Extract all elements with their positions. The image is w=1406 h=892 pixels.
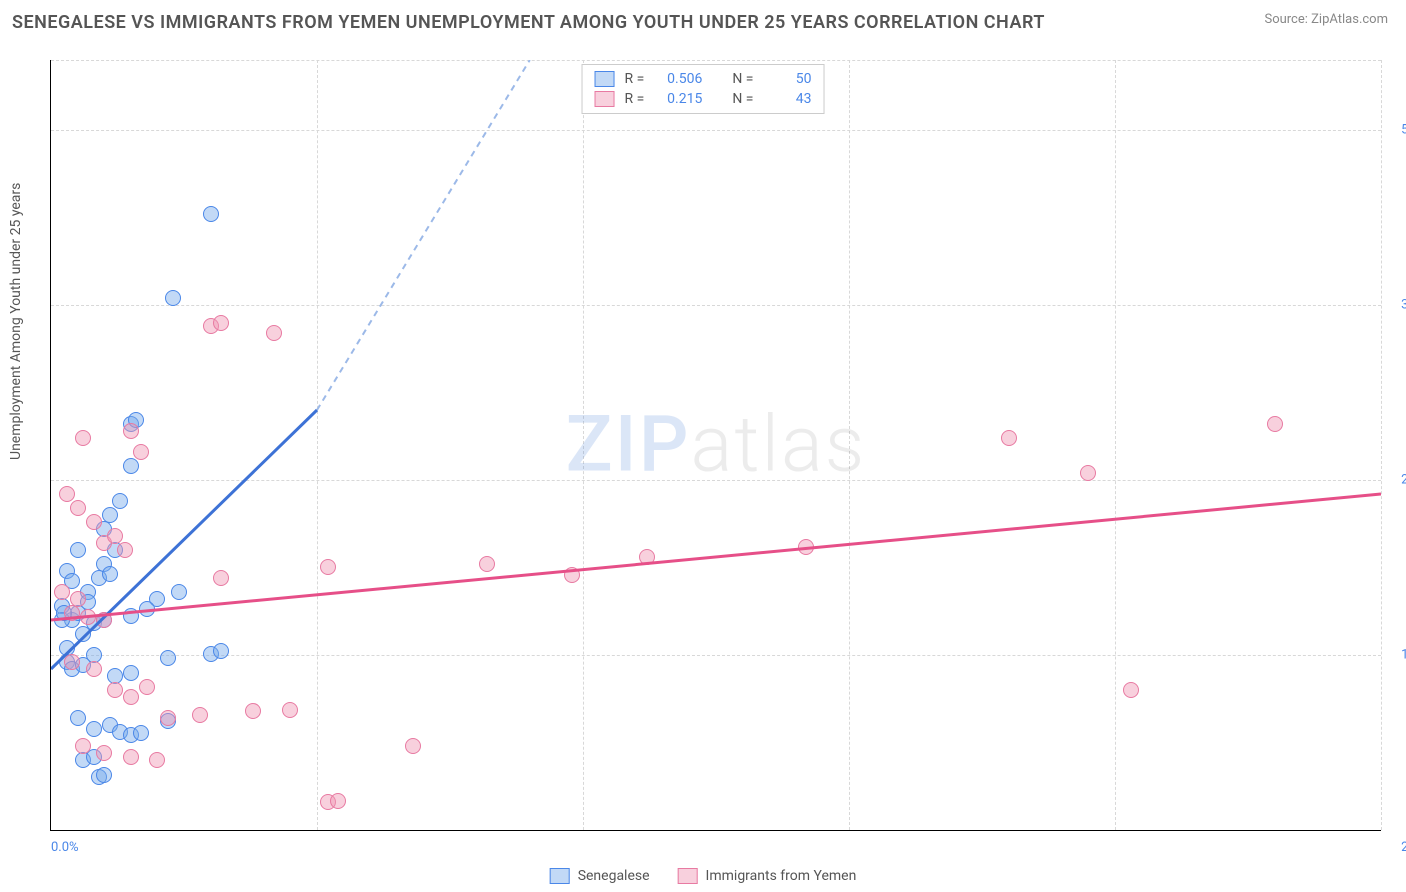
data-point <box>123 458 139 474</box>
data-point <box>133 444 149 460</box>
data-point <box>75 738 91 754</box>
data-point <box>70 500 86 516</box>
source-label: Source: ZipAtlas.com <box>1264 12 1388 27</box>
data-point <box>70 710 86 726</box>
data-point <box>96 745 112 761</box>
data-point <box>107 682 123 698</box>
data-point <box>405 738 421 754</box>
data-point <box>320 559 336 575</box>
x-tick-label: 0.0% <box>51 840 79 855</box>
gridline-h <box>51 655 1381 656</box>
data-point <box>86 721 102 737</box>
data-point <box>54 584 70 600</box>
y-axis-label: Unemployment Among Youth under 25 years <box>8 183 24 460</box>
legend-stats-row: R = 0.215 N = 43 <box>595 89 812 109</box>
legend-series-item: Immigrants from Yemen <box>678 868 857 884</box>
data-point <box>96 612 112 628</box>
legend-n-label: N = <box>732 71 753 87</box>
data-point <box>102 566 118 582</box>
y-tick-label: 50.0% <box>1386 123 1406 138</box>
legend-swatch <box>595 91 615 107</box>
legend-n-value: 50 <box>763 71 811 87</box>
data-point <box>1080 465 1096 481</box>
data-point <box>1267 416 1283 432</box>
data-point <box>266 325 282 341</box>
data-point <box>282 702 298 718</box>
data-point <box>123 608 139 624</box>
legend-r-label: R = <box>625 71 645 87</box>
data-point <box>70 542 86 558</box>
legend-series-label: Senegalese <box>578 868 650 884</box>
legend-r-label: R = <box>625 91 645 107</box>
legend-n-label: N = <box>732 91 753 107</box>
data-point <box>107 528 123 544</box>
legend-swatch <box>550 868 570 884</box>
chart-title: SENEGALESE VS IMMIGRANTS FROM YEMEN UNEM… <box>12 12 1045 33</box>
gridline-h <box>51 60 1381 61</box>
gridline-v <box>583 60 584 830</box>
legend-swatch <box>595 71 615 87</box>
data-point <box>102 507 118 523</box>
legend-stats: R = 0.506 N = 50 R = 0.215 N = 43 <box>582 64 825 114</box>
legend-r-value: 0.506 <box>654 71 702 87</box>
gridline-v <box>1115 60 1116 830</box>
data-point <box>123 689 139 705</box>
data-point <box>133 725 149 741</box>
watermark: ZIPatlas <box>566 400 867 491</box>
gridline-v <box>317 60 318 830</box>
gridline-v <box>1381 60 1382 830</box>
gridline-v <box>849 60 850 830</box>
data-point <box>213 570 229 586</box>
data-point <box>564 567 580 583</box>
data-point <box>213 315 229 331</box>
data-point <box>96 767 112 783</box>
data-point <box>245 703 261 719</box>
legend-stats-row: R = 0.506 N = 50 <box>595 69 812 89</box>
data-point <box>479 556 495 572</box>
data-point <box>213 643 229 659</box>
y-tick-label: 12.5% <box>1386 648 1406 663</box>
data-point <box>798 539 814 555</box>
data-point <box>59 486 75 502</box>
data-point <box>1001 430 1017 446</box>
plot-area: ZIPatlas 12.5%25.0%37.5%50.0%0.0%25.0% <box>50 60 1381 831</box>
x-tick-label: 25.0% <box>1386 840 1406 855</box>
data-point <box>160 710 176 726</box>
legend-r-value: 0.215 <box>654 91 702 107</box>
data-point <box>123 749 139 765</box>
legend-series-label: Immigrants from Yemen <box>706 868 857 884</box>
data-point <box>203 206 219 222</box>
chart-container: Unemployment Among Youth under 25 years … <box>0 40 1406 892</box>
data-point <box>149 752 165 768</box>
data-point <box>80 609 96 625</box>
data-point <box>330 793 346 809</box>
data-point <box>117 542 133 558</box>
legend-n-value: 43 <box>763 91 811 107</box>
legend-series: Senegalese Immigrants from Yemen <box>550 868 857 884</box>
data-point <box>139 601 155 617</box>
data-point <box>123 665 139 681</box>
data-point <box>123 423 139 439</box>
data-point <box>86 661 102 677</box>
data-point <box>192 707 208 723</box>
gridline-h <box>51 480 1381 481</box>
data-point <box>75 430 91 446</box>
data-point <box>1123 682 1139 698</box>
gridline-h <box>51 130 1381 131</box>
legend-swatch <box>678 868 698 884</box>
data-point <box>171 584 187 600</box>
data-point <box>64 605 80 621</box>
gridline-h <box>51 305 1381 306</box>
y-tick-label: 25.0% <box>1386 473 1406 488</box>
legend-series-item: Senegalese <box>550 868 650 884</box>
data-point <box>639 549 655 565</box>
data-point <box>160 650 176 666</box>
y-tick-label: 37.5% <box>1386 298 1406 313</box>
data-point <box>139 679 155 695</box>
data-point <box>165 290 181 306</box>
data-point <box>86 514 102 530</box>
data-point <box>64 654 80 670</box>
data-point <box>112 493 128 509</box>
